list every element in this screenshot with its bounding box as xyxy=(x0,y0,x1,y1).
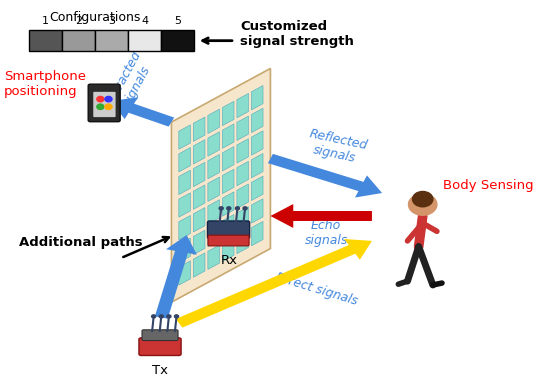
Polygon shape xyxy=(237,139,248,163)
Circle shape xyxy=(152,315,156,318)
Text: 1: 1 xyxy=(42,16,49,26)
Polygon shape xyxy=(193,117,205,141)
FancyBboxPatch shape xyxy=(142,330,178,340)
Text: Additional paths: Additional paths xyxy=(19,236,143,249)
Circle shape xyxy=(219,207,223,210)
Circle shape xyxy=(175,315,179,318)
Circle shape xyxy=(105,104,112,110)
FancyBboxPatch shape xyxy=(139,338,181,356)
Circle shape xyxy=(413,191,433,207)
Polygon shape xyxy=(208,245,219,269)
Polygon shape xyxy=(251,131,263,155)
Polygon shape xyxy=(237,207,248,231)
Polygon shape xyxy=(193,185,205,209)
Polygon shape xyxy=(171,68,270,302)
Polygon shape xyxy=(251,108,263,132)
Circle shape xyxy=(408,194,437,215)
Text: Customized
signal strength: Customized signal strength xyxy=(240,20,354,48)
Polygon shape xyxy=(208,200,219,224)
Polygon shape xyxy=(222,101,234,126)
Polygon shape xyxy=(237,184,248,208)
FancyArrow shape xyxy=(270,204,372,228)
Polygon shape xyxy=(251,199,263,223)
Text: 2: 2 xyxy=(75,16,82,26)
Polygon shape xyxy=(193,208,205,232)
Polygon shape xyxy=(251,86,263,110)
Polygon shape xyxy=(179,238,191,262)
Text: Refracted
signals: Refracted signals xyxy=(104,48,157,115)
Polygon shape xyxy=(179,193,191,217)
FancyBboxPatch shape xyxy=(208,235,249,246)
Circle shape xyxy=(159,315,163,318)
Polygon shape xyxy=(222,215,234,239)
Bar xyxy=(62,30,96,51)
Bar xyxy=(96,30,128,51)
Polygon shape xyxy=(237,229,248,254)
Polygon shape xyxy=(179,147,191,172)
Polygon shape xyxy=(222,124,234,148)
Polygon shape xyxy=(237,93,248,118)
Polygon shape xyxy=(222,169,234,194)
Circle shape xyxy=(167,315,171,318)
Circle shape xyxy=(227,207,231,210)
Circle shape xyxy=(105,96,112,102)
Polygon shape xyxy=(251,154,263,178)
Text: 3: 3 xyxy=(108,16,115,26)
Text: Body Sensing: Body Sensing xyxy=(443,179,533,192)
Polygon shape xyxy=(237,161,248,186)
Polygon shape xyxy=(193,140,205,164)
Text: Smartphone
positioning: Smartphone positioning xyxy=(4,70,86,98)
Polygon shape xyxy=(237,116,248,141)
Text: 5: 5 xyxy=(174,16,181,26)
Polygon shape xyxy=(193,253,205,277)
Polygon shape xyxy=(222,237,234,262)
Text: Echo
signals: Echo signals xyxy=(305,219,348,247)
Polygon shape xyxy=(179,261,191,285)
Polygon shape xyxy=(179,170,191,195)
Bar xyxy=(128,30,161,51)
Circle shape xyxy=(97,96,104,102)
FancyArrow shape xyxy=(155,235,197,319)
Text: Configurations: Configurations xyxy=(50,11,141,24)
Text: Rx: Rx xyxy=(220,254,238,267)
Polygon shape xyxy=(208,154,219,179)
FancyBboxPatch shape xyxy=(93,92,116,117)
FancyArrow shape xyxy=(176,239,372,328)
FancyArrow shape xyxy=(110,97,174,127)
Polygon shape xyxy=(208,177,219,201)
Polygon shape xyxy=(208,222,219,247)
Text: Direct signals: Direct signals xyxy=(274,270,359,308)
Polygon shape xyxy=(193,230,205,255)
FancyArrow shape xyxy=(268,154,382,198)
Circle shape xyxy=(235,207,240,210)
Polygon shape xyxy=(179,125,191,149)
Bar xyxy=(29,30,62,51)
Polygon shape xyxy=(193,162,205,187)
Polygon shape xyxy=(222,147,234,171)
Circle shape xyxy=(243,207,247,210)
Polygon shape xyxy=(208,109,219,134)
Bar xyxy=(161,30,194,51)
Polygon shape xyxy=(208,132,219,156)
FancyBboxPatch shape xyxy=(207,221,250,239)
Polygon shape xyxy=(251,222,263,246)
Polygon shape xyxy=(251,176,263,200)
FancyBboxPatch shape xyxy=(88,84,120,122)
Text: 4: 4 xyxy=(141,16,149,26)
Polygon shape xyxy=(222,192,234,216)
Text: Tx: Tx xyxy=(152,364,168,376)
Polygon shape xyxy=(179,215,191,240)
Text: Reflected
signals: Reflected signals xyxy=(305,127,369,167)
Circle shape xyxy=(97,104,104,110)
